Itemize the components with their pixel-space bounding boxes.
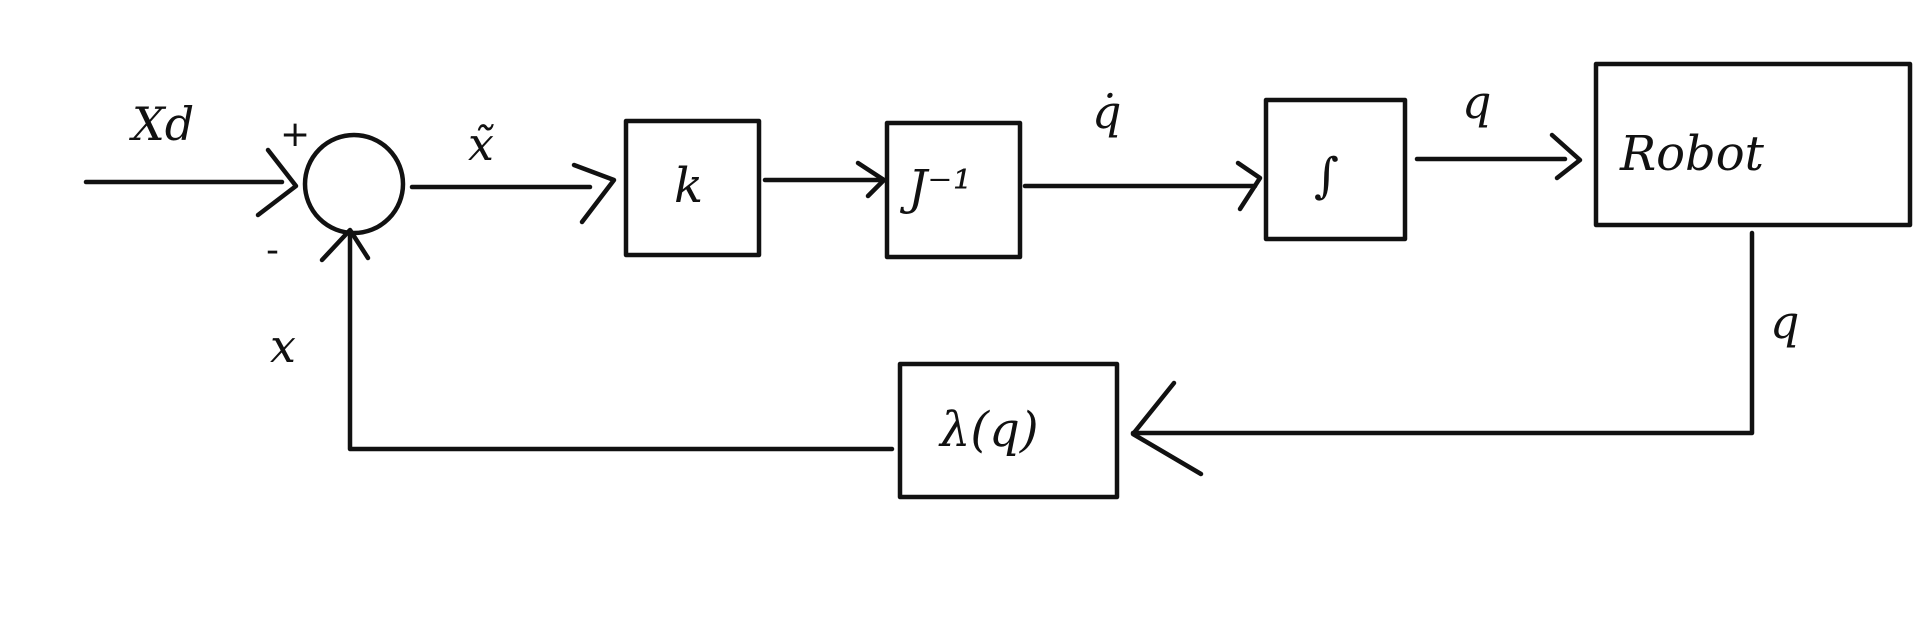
integrator-label: ∫ <box>1314 148 1339 204</box>
input-label: Xd <box>129 97 194 151</box>
inverse-jacobian-label: J⁻¹ <box>899 160 972 216</box>
summing-junction <box>302 132 406 236</box>
error-arrowhead <box>571 162 617 225</box>
joint-position-arrowhead <box>1549 132 1583 181</box>
robot-block <box>1593 61 1913 228</box>
sum-minus-sign: - <box>266 230 279 271</box>
joint-velocity-arrowhead <box>1235 160 1263 212</box>
robot-output-arrowhead <box>1130 380 1204 477</box>
feedback-arrowhead <box>319 227 371 263</box>
robot-output-wire <box>1130 230 1755 436</box>
input-arrowhead <box>255 147 299 218</box>
inverse-jacobian-block <box>884 120 1023 260</box>
error-label: x̃ <box>468 117 494 171</box>
gain-block <box>623 118 762 258</box>
joint-velocity-label: q̇ <box>1092 85 1121 139</box>
feedback-label: x <box>270 319 296 373</box>
forward-kinematics-label: λ(q) <box>938 402 1039 458</box>
forward-kinematics-block <box>897 361 1120 500</box>
sum-plus-sign: + <box>280 114 310 155</box>
integrator-block <box>1263 97 1408 242</box>
robot-block-label: Robot <box>1619 126 1765 182</box>
joint-position-label: q <box>1462 75 1491 129</box>
robot-output-label: q <box>1770 295 1799 349</box>
feedback-wire <box>347 231 895 452</box>
gain-block-label: k <box>674 158 703 214</box>
gain-output-arrowhead <box>855 160 887 199</box>
